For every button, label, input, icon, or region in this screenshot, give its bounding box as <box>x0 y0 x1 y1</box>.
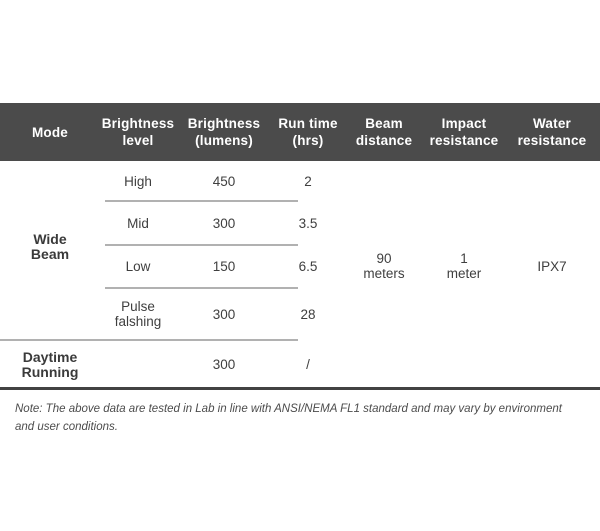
col-header-run-time: Run time (hrs) <box>272 103 344 161</box>
col-header-brightness-level: Brightness level <box>100 103 176 161</box>
row-divider-daytime <box>0 339 298 341</box>
cell-water-resistance: IPX7 <box>537 258 567 274</box>
cell-runtime-low: 6.5 <box>298 259 318 274</box>
spec-table: Mode Brightness level Brightness (lumens… <box>0 103 600 389</box>
cell-lumens-mid: 300 <box>212 215 236 231</box>
cell-mode-daytime-running: Daytime Running <box>21 348 79 380</box>
cell-lumens-high: 450 <box>212 173 236 189</box>
cell-impact-resistance: 1 meter <box>446 251 482 281</box>
cell-lumens-daytime-running: 300 <box>212 357 236 372</box>
col-header-impact-resistance: Impact resistance <box>424 103 504 161</box>
cell-lumens-low: 150 <box>212 259 236 274</box>
cell-runtime-high: 2 <box>304 173 312 189</box>
col-header-mode-label: Mode <box>31 124 69 140</box>
cell-runtime-pulse-flashing: 28 <box>300 306 316 322</box>
cell-level-pulse-flashing: Pulse falshing <box>114 299 162 329</box>
cell-lumens-pulse-flashing: 300 <box>212 306 236 322</box>
col-header-brightness-lumens: Brightness (lumens) <box>176 103 272 161</box>
col-header-water-resistance: Water resistance <box>504 103 600 161</box>
note-text: Note: The above data are tested in Lab i… <box>15 400 590 436</box>
cell-level-low: Low <box>125 259 151 274</box>
table-bottom-rule <box>0 387 600 390</box>
cell-beam-distance: 90 meters <box>363 251 405 281</box>
note-line-2: and user conditions. <box>15 421 118 433</box>
row-divider-high-mid <box>105 200 298 202</box>
cell-level-daytime-running <box>100 340 176 389</box>
col-header-mode: Mode <box>0 103 100 161</box>
cell-mode-wide-beam: Wide Beam <box>30 230 70 262</box>
row-divider-mid-low <box>105 244 298 246</box>
col-header-beam-distance: Beam distance <box>344 103 424 161</box>
cell-runtime-daytime-running: / <box>306 357 310 372</box>
cell-runtime-mid: 3.5 <box>298 215 318 231</box>
note-line-1: Note: The above data are tested in Lab i… <box>15 403 562 415</box>
row-divider-low-pulse <box>105 287 298 289</box>
cell-level-high: High <box>124 173 152 189</box>
cell-level-mid: Mid <box>127 215 149 231</box>
